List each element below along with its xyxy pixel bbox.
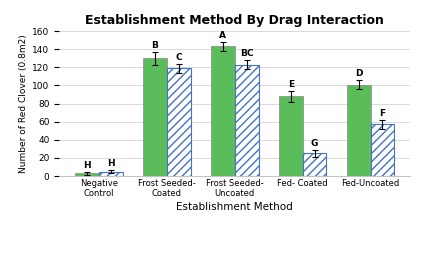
Text: C: C: [176, 53, 182, 62]
Bar: [211, 47, 235, 176]
Bar: [347, 84, 371, 176]
X-axis label: Establishment Method: Establishment Method: [176, 203, 293, 212]
Text: G: G: [311, 139, 318, 148]
Bar: [371, 125, 394, 176]
Y-axis label: Number of Red Clover (0.8m2): Number of Red Clover (0.8m2): [19, 34, 28, 173]
Text: BC: BC: [240, 49, 253, 58]
Bar: [235, 64, 258, 176]
Bar: [143, 58, 167, 176]
Text: H: H: [107, 159, 115, 168]
Text: D: D: [355, 69, 363, 78]
Bar: [75, 174, 99, 176]
Bar: [279, 96, 303, 176]
Text: H: H: [83, 161, 91, 170]
Bar: [303, 153, 327, 176]
Text: E: E: [288, 80, 294, 89]
Title: Establishment Method By Drag Interaction: Establishment Method By Drag Interaction: [85, 14, 384, 27]
Text: F: F: [379, 109, 385, 118]
Bar: [99, 172, 123, 176]
Text: B: B: [151, 41, 158, 50]
Bar: [167, 68, 191, 176]
Text: A: A: [220, 31, 226, 40]
